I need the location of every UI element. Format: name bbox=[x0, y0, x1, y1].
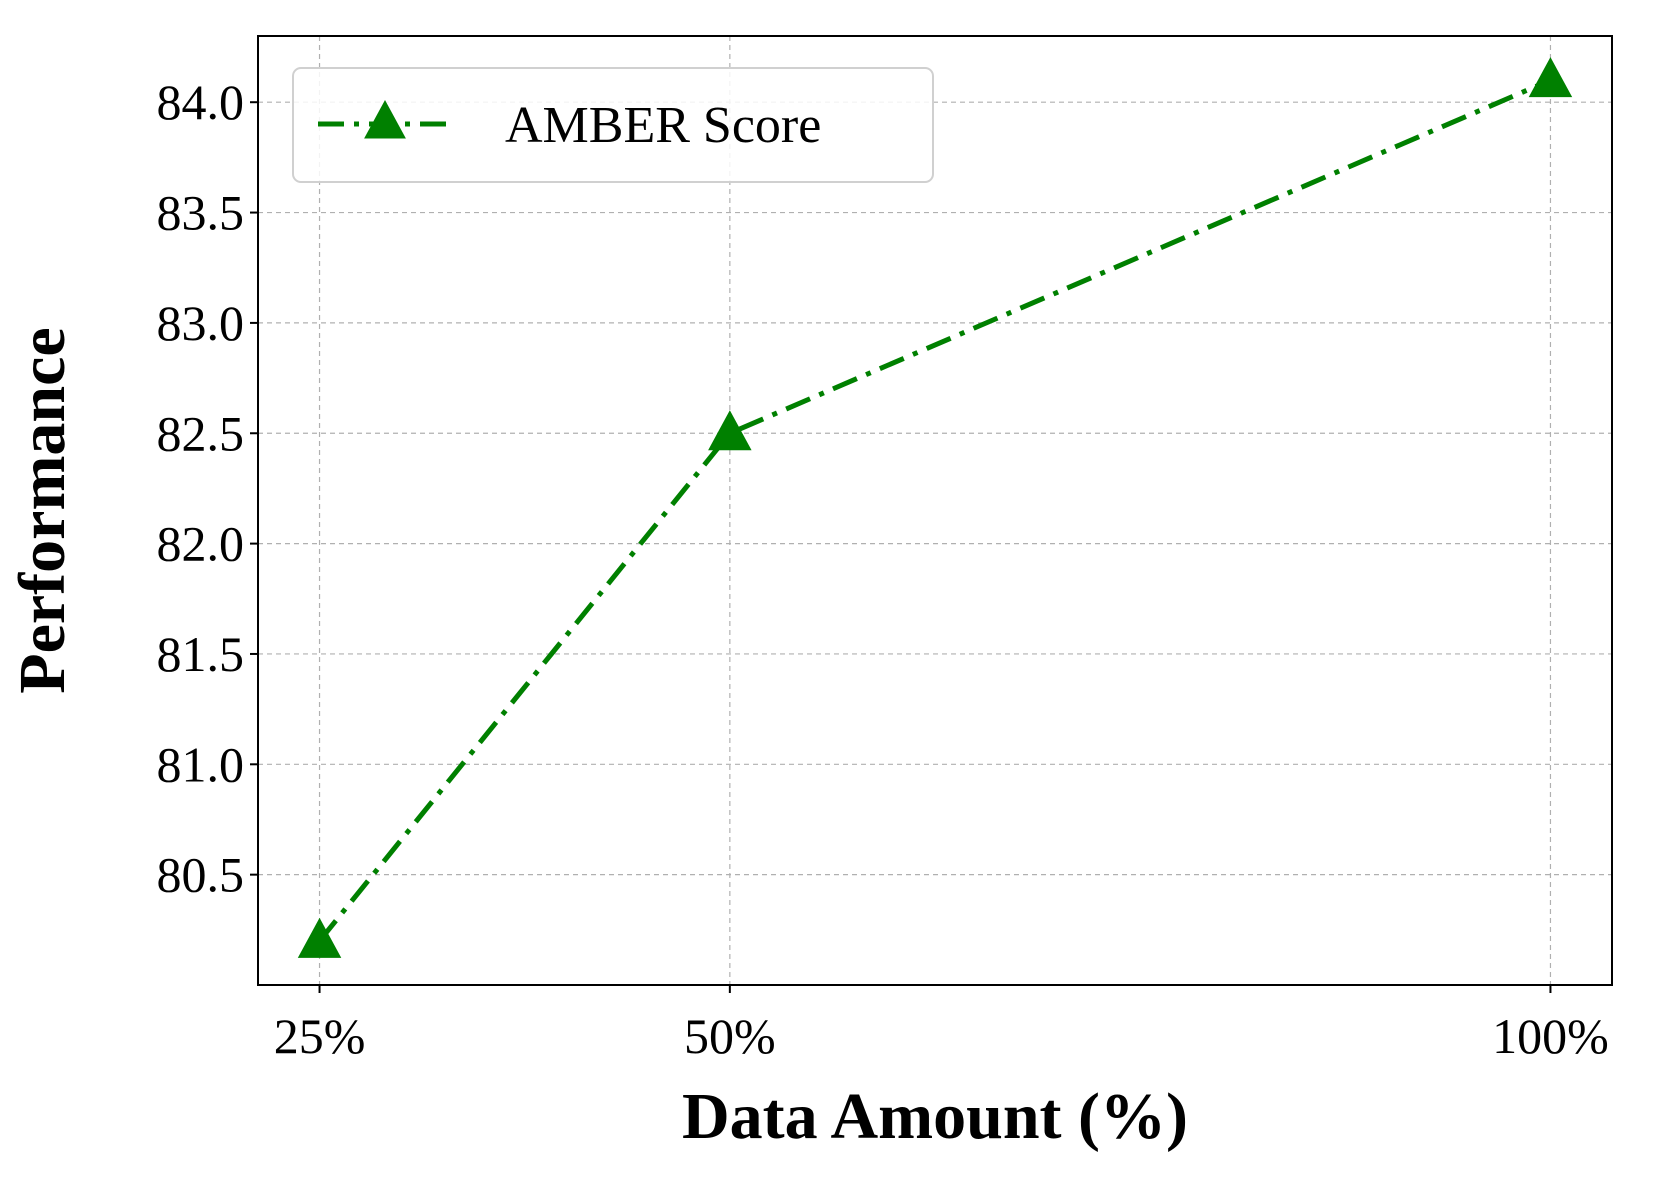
data-point-marker bbox=[297, 917, 342, 958]
series-markers bbox=[297, 57, 1573, 958]
y-tick-label: 83.5 bbox=[157, 185, 245, 241]
y-tick-label: 81.0 bbox=[157, 736, 245, 792]
x-axis-title: Data Amount (%) bbox=[682, 1080, 1188, 1153]
data-point-marker bbox=[708, 410, 752, 451]
y-tick-label: 82.5 bbox=[157, 405, 245, 461]
axis-ticks: 80.5 81.0 81.5 82.0 82.5 83.0 83.5 84.0 25% 50% 10… bbox=[157, 74, 1609, 1064]
x-tick-label: 50% bbox=[684, 1008, 776, 1064]
y-tick-label: 80.5 bbox=[157, 847, 245, 903]
legend-marker-triangle bbox=[364, 100, 406, 139]
y-tick-label: 84.0 bbox=[157, 74, 245, 130]
x-tick-label: 25% bbox=[274, 1008, 366, 1064]
data-point-marker bbox=[1528, 57, 1573, 98]
y-tick-label: 82.0 bbox=[157, 516, 245, 572]
legend: AMBER Score bbox=[292, 67, 934, 183]
x-tick-label: 100% bbox=[1492, 1008, 1609, 1064]
legend-box bbox=[292, 67, 934, 183]
legend-label: AMBER Score bbox=[505, 97, 821, 154]
y-axis-title: Performance bbox=[6, 327, 79, 693]
y-tick-label: 83.0 bbox=[157, 295, 245, 351]
plot-frame bbox=[257, 35, 1613, 986]
y-tick-label: 81.5 bbox=[157, 626, 245, 682]
